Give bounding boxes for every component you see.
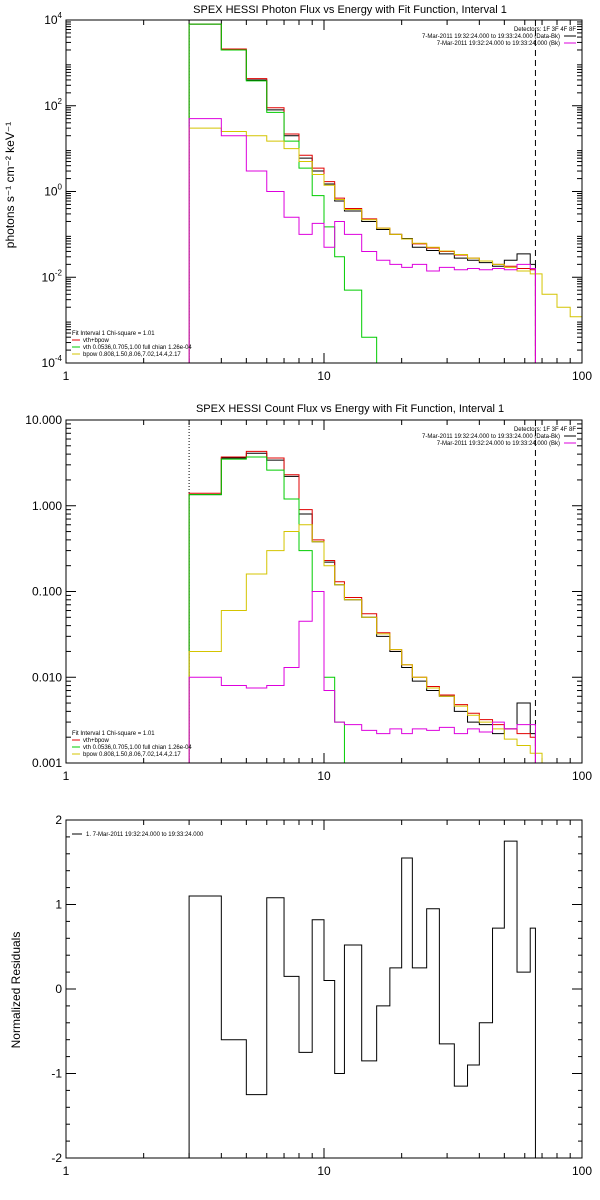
photon-series-bpow	[188, 127, 583, 363]
residuals-panel: Normalized Residuals 1 10 100 -2 -1 0 1 2 1. 7-…	[9, 813, 592, 1178]
photon-legend: Detectors: 1F 3F 4F 8F7-Mar-2011 19:32:2…	[72, 27, 576, 358]
count-y-tick-label: 0.001	[32, 756, 62, 770]
count-y-tick-label: 0.100	[32, 585, 62, 599]
photon-legend-entry: 7-Mar-2011 19:32:24.000 to 19:33:24.000 …	[437, 41, 560, 47]
count-axes-frame	[65, 419, 583, 764]
count-legend-entry: 7-Mar-2011 19:32:24.000 to 19:33:24.000 …	[437, 441, 560, 447]
count-flux-panel: SPEX HESSI Count Flux vs Energy with Fit…	[25, 403, 592, 783]
count-fit-legend-entry: vth 0.0536,0.705,1.00 full chian 1.26e-0…	[83, 745, 192, 751]
residuals-legend-entry: 1. 7-Mar-2011 19:32:24.000 to 19:33:24.0…	[86, 832, 204, 838]
residuals-x-tick-label: 10	[317, 1164, 331, 1178]
photon-series-vth	[188, 23, 378, 363]
residuals-x-tick-label: 1	[63, 1164, 70, 1178]
count-x-tick-label: 10	[317, 769, 331, 783]
count-series-bk	[188, 591, 536, 763]
residuals-y-tick-label: 1	[55, 898, 62, 912]
photon-x-tick-label: 100	[572, 369, 592, 383]
count-plot-area: 1 10 100 0.001 0.010 0.100 1.000 10.000	[25, 413, 592, 783]
count-legend: Detectors: 1F 3F 4F 8F7-Mar-2011 19:32:2…	[72, 427, 576, 758]
count-y-tick-label: 1.000	[32, 499, 62, 513]
residuals-x-tick-label: 100	[572, 1164, 592, 1178]
residuals-legend: 1. 7-Mar-2011 19:32:24.000 to 19:33:24.0…	[72, 832, 204, 838]
photon-legend-entry: 7-Mar-2011 19:32:24.000 to 19:33:24.000 …	[422, 34, 560, 40]
count-fit-header: Fit Interval 1 Chi-square = 1.01	[72, 731, 155, 737]
photon-fit-header: Fit Interval 1 Chi-square = 1.01	[72, 331, 155, 337]
photon-panel-title: SPEX HESSI Photon Flux vs Energy with Fi…	[193, 4, 507, 16]
residuals-series-1-7-mar-2011-19-32-24-000-to-19-33-24-000	[188, 840, 536, 1158]
photon-fit-legend-entry: vth 0.0536,0.705,1.00 full chian 1.26e-0…	[83, 345, 192, 351]
count-series-vth	[188, 456, 345, 763]
residuals-y-tick-label: -1	[51, 1067, 62, 1081]
count-legend-entry: 7-Mar-2011 19:32:24.000 to 19:33:24.000 …	[422, 434, 560, 440]
count-fit-legend-entry: bpow 0.808,1.50,8.06,7.02,14.4,2.17	[83, 752, 181, 758]
count-detectors-label: Detectors: 1F 3F 4F 8F	[514, 427, 576, 433]
count-y-tick-label: 10.000	[25, 413, 62, 427]
photon-detectors-label: Detectors: 1F 3F 4F 8F	[514, 27, 576, 33]
photon-flux-panel: SPEX HESSI Photon Flux vs Energy with Fi…	[3, 4, 592, 383]
photon-y-axis-label: photons s⁻¹ cm⁻² keV⁻¹	[3, 122, 17, 248]
count-panel-title: SPEX HESSI Count Flux vs Energy with Fit…	[196, 403, 504, 415]
photon-axes-frame	[65, 19, 583, 364]
residuals-axes-frame	[65, 819, 583, 1159]
photon-x-tick-label: 10	[317, 369, 331, 383]
photon-fit-legend-entry: bpow 0.808,1.50,8.06,7.02,14.4,2.17	[83, 352, 181, 358]
count-fit-legend-entry: vth+bpow	[83, 738, 110, 744]
residuals-y-tick-label: 0	[55, 982, 62, 996]
photon-x-tick-label: 1	[63, 369, 70, 383]
residuals-y-axis-label: Normalized Residuals	[9, 932, 23, 1049]
photon-fit-legend-entry: vth+bpow	[83, 338, 110, 344]
residuals-y-tick-label: 2	[55, 813, 62, 827]
count-y-tick-label: 0.010	[32, 670, 62, 684]
residuals-y-tick-label: -2	[51, 1151, 62, 1165]
count-x-tick-label: 1	[63, 769, 70, 783]
residuals-plot-area: 1 10 100 -2 -1 0 1 2	[51, 813, 592, 1178]
count-x-tick-label: 100	[572, 769, 592, 783]
photon-series-bk	[188, 118, 536, 363]
